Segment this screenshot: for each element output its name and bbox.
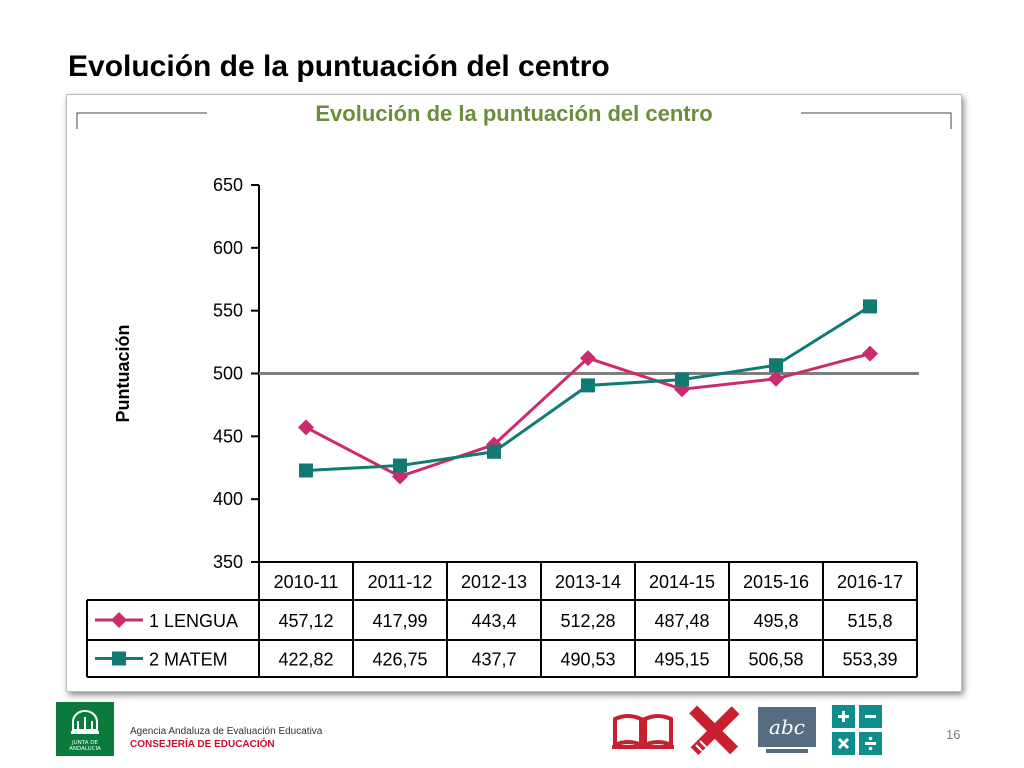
matem-point-2014-15 xyxy=(675,372,689,387)
x-tick-label-2013-14: 2013-14 xyxy=(555,572,621,592)
junta-logo: JUNTA DE ANDALUCIA xyxy=(56,702,114,756)
title-bracket-right xyxy=(801,112,952,129)
lengua-point-2016-17 xyxy=(862,345,878,362)
page-number: 16 xyxy=(946,727,961,742)
y-tick-label-500: 500 xyxy=(213,364,243,384)
matem-point-2013-14 xyxy=(581,378,595,393)
data-label-1-2015-16: 495,8 xyxy=(753,611,798,631)
data-label-2-2016-17: 553,39 xyxy=(842,650,897,670)
book-icon xyxy=(612,714,674,749)
matem-point-2010-11 xyxy=(299,463,313,478)
matem-point-2016-17 xyxy=(863,299,877,314)
data-label-1-2014-15: 487,48 xyxy=(654,611,709,631)
y-tick-label-400: 400 xyxy=(213,489,243,509)
agency-name: Agencia Andaluza de Evaluación Educativa xyxy=(130,726,323,737)
data-label-2-2010-11: 422,82 xyxy=(278,650,333,670)
x-tick-label-2010-11: 2010-11 xyxy=(274,572,339,592)
abc-board-icon: abc xyxy=(758,707,816,753)
chart-frame: Evolución de la puntuación del centro Pun… xyxy=(66,94,962,692)
data-label-2-2012-13: 437,7 xyxy=(471,650,516,670)
calculator-icon xyxy=(832,705,882,755)
x-tick-label-2015-16: 2015-16 xyxy=(743,572,809,592)
data-label-1-2013-14: 512,28 xyxy=(560,611,615,631)
chart-title: Evolución de la puntuación del centro xyxy=(315,101,712,126)
logo-caption: JUNTA DE ANDALUCIA xyxy=(69,740,101,752)
y-tick-label-650: 650 xyxy=(213,175,243,195)
data-label-2-2011-12: 426,75 xyxy=(372,650,427,670)
data-label-1-2016-17: 515,8 xyxy=(847,611,892,631)
y-tick-label-450: 450 xyxy=(213,426,243,446)
lengua-point-2010-11 xyxy=(298,419,314,436)
lengua-point-2011-12 xyxy=(392,468,408,485)
y-axis-label: Puntuación xyxy=(113,325,133,423)
data-label-2-2014-15: 495,15 xyxy=(654,650,709,670)
legend-label-1: 1 LENGUA xyxy=(149,611,238,631)
x-tick-label-2012-13: 2012-13 xyxy=(461,572,527,592)
legend-label-2: 2 MATEM xyxy=(149,650,228,670)
data-label-2-2013-14: 490,53 xyxy=(560,650,615,670)
junta-emblem-icon xyxy=(71,709,99,734)
chart: Evolución de la puntuación del centro Pun… xyxy=(76,101,952,678)
data-label-1-2011-12: 417,99 xyxy=(372,611,427,631)
legend-marker-matem xyxy=(112,651,126,666)
lengua-point-2015-16 xyxy=(768,370,784,387)
title-bracket-left xyxy=(76,112,207,129)
matem-point-2011-12 xyxy=(393,458,407,473)
data-label-2-2015-16: 506,58 xyxy=(748,650,803,670)
x-tick-label-2016-17: 2016-17 xyxy=(837,572,903,592)
agency-subtitle: CONSEJERÍA DE EDUCACIÓN xyxy=(130,739,275,750)
y-tick-label-550: 550 xyxy=(213,301,243,321)
matem-point-2015-16 xyxy=(769,358,783,373)
data-label-1-2010-11: 457,12 xyxy=(278,611,333,631)
legend-marker-lengua xyxy=(111,612,127,628)
matem-point-2012-13 xyxy=(487,444,501,459)
agency-block: Agencia Andaluza de Evaluación Educativa… xyxy=(130,725,322,751)
y-tick-label-600: 600 xyxy=(213,238,243,258)
x-tick-label-2014-15: 2014-15 xyxy=(649,572,715,592)
slide-title: Evolución de la puntuación del centro xyxy=(68,50,610,83)
pencil-ruler-icon xyxy=(689,705,740,756)
lengua-point-2013-14 xyxy=(580,350,596,367)
data-label-1-2012-13: 443,4 xyxy=(471,611,516,631)
x-tick-label-2011-12: 2011-12 xyxy=(368,572,433,592)
svg-text:abc: abc xyxy=(769,715,805,739)
y-tick-label-350: 350 xyxy=(213,552,243,572)
